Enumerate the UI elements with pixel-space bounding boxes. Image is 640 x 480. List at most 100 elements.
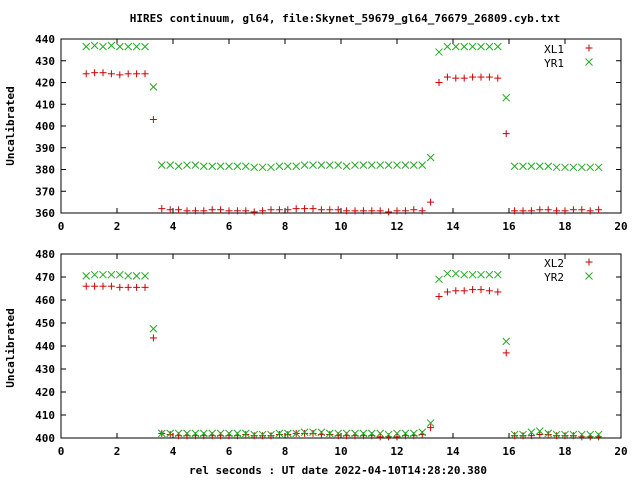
top-data-point	[259, 207, 267, 215]
top-data-point	[351, 161, 359, 170]
bottom-x-tick-label: 10	[334, 445, 347, 458]
top-data-point	[578, 206, 586, 214]
top-data-point	[535, 162, 544, 171]
bottom-data-point	[359, 429, 368, 438]
top-data-point	[569, 163, 578, 172]
bottom-data-point	[485, 270, 494, 279]
top-x-tick-label: 14	[446, 220, 460, 233]
top-data-point	[157, 161, 166, 170]
bottom-data-point	[132, 271, 141, 280]
bottom-data-point	[544, 431, 552, 439]
bottom-x-tick-label: 14	[446, 445, 460, 458]
top-x-tick-label: 16	[502, 220, 516, 233]
top-data-point	[586, 207, 594, 215]
top-data-point	[325, 161, 334, 170]
bottom-data-point	[225, 429, 233, 438]
bottom-data-point	[485, 287, 493, 295]
bottom-series-XL2	[82, 282, 603, 441]
top-data-point	[435, 48, 443, 56]
bottom-data-point	[502, 349, 510, 357]
bottom-data-point	[494, 288, 502, 296]
top-data-point	[242, 207, 250, 215]
bottom-data-point	[208, 429, 217, 438]
top-data-point	[107, 41, 116, 50]
top-data-point	[477, 73, 485, 81]
top-data-point	[443, 73, 451, 81]
top-data-point	[527, 207, 535, 215]
top-data-point	[233, 162, 242, 171]
bottom-data-point	[477, 270, 485, 279]
top-data-point	[241, 162, 250, 171]
top-data-point	[511, 207, 519, 215]
bottom-data-point	[250, 430, 259, 439]
top-data-point	[225, 207, 233, 215]
top-data-point	[427, 198, 435, 206]
top-data-point	[175, 206, 183, 214]
top-data-point	[435, 79, 443, 86]
top-data-point	[569, 206, 577, 214]
bottom-data-point	[418, 428, 427, 437]
bottom-data-point	[393, 429, 401, 438]
bottom-data-point	[149, 334, 157, 342]
top-data-point	[141, 70, 149, 78]
top-data-point	[409, 161, 418, 170]
bottom-data-point	[284, 431, 292, 439]
top-data-point	[225, 162, 233, 171]
bottom-x-tick-label: 8	[282, 445, 289, 458]
bottom-data-point	[267, 430, 275, 439]
top-data-point	[368, 207, 376, 215]
bottom-data-point	[468, 270, 477, 279]
top-data-point	[158, 205, 166, 213]
top-data-point	[233, 207, 241, 215]
top-data-point	[115, 42, 124, 51]
top-data-point	[82, 42, 91, 51]
top-x-tick-label: 10	[334, 220, 347, 233]
top-data-point	[510, 162, 519, 171]
top-data-point	[468, 42, 477, 51]
top-y-axis-label: Uncalibrated	[4, 86, 17, 165]
top-data-point	[124, 70, 132, 78]
bottom-data-point	[426, 419, 435, 427]
top-x-tick-label: 6	[226, 220, 233, 233]
bottom-data-point	[242, 431, 250, 439]
top-data-point	[594, 163, 603, 172]
top-legend-marker-1	[585, 44, 593, 52]
top-data-point	[292, 162, 301, 171]
top-data-point	[317, 206, 325, 214]
bottom-data-point	[586, 430, 595, 439]
bottom-data-point	[283, 429, 292, 438]
top-data-point	[485, 42, 494, 51]
top-data-point	[367, 161, 376, 170]
top-data-point	[149, 115, 157, 123]
top-data-point	[250, 208, 258, 216]
bottom-data-point	[309, 429, 317, 437]
top-data-point	[519, 162, 527, 171]
bottom-data-point	[527, 428, 536, 437]
bottom-data-point	[443, 269, 452, 278]
top-data-point	[90, 41, 99, 50]
bottom-data-point	[174, 429, 183, 438]
bottom-data-point	[342, 429, 351, 438]
bottom-data-point	[259, 432, 267, 440]
bottom-data-point	[334, 429, 343, 438]
bottom-data-point	[569, 432, 577, 440]
bottom-legend-marker-2	[585, 272, 593, 280]
top-data-point	[283, 162, 292, 171]
top-y-tick-label: 360	[35, 207, 55, 220]
bottom-data-point	[493, 270, 502, 279]
bottom-data-point	[510, 430, 519, 439]
top-data-point	[124, 42, 133, 51]
top-data-point	[166, 161, 175, 170]
bottom-data-point	[477, 286, 485, 294]
top-legend-label-2: YR1	[544, 57, 564, 70]
chart-title: HIRES continuum, gl64, file:Skynet_59679…	[130, 12, 560, 25]
top-data-point	[401, 207, 409, 215]
bottom-data-point	[376, 433, 384, 441]
bottom-y-tick-label: 470	[35, 271, 55, 284]
bottom-data-point	[435, 293, 443, 301]
top-data-point	[267, 163, 275, 172]
top-data-point	[174, 162, 183, 171]
bottom-data-point	[292, 429, 301, 438]
top-data-point	[460, 74, 468, 82]
